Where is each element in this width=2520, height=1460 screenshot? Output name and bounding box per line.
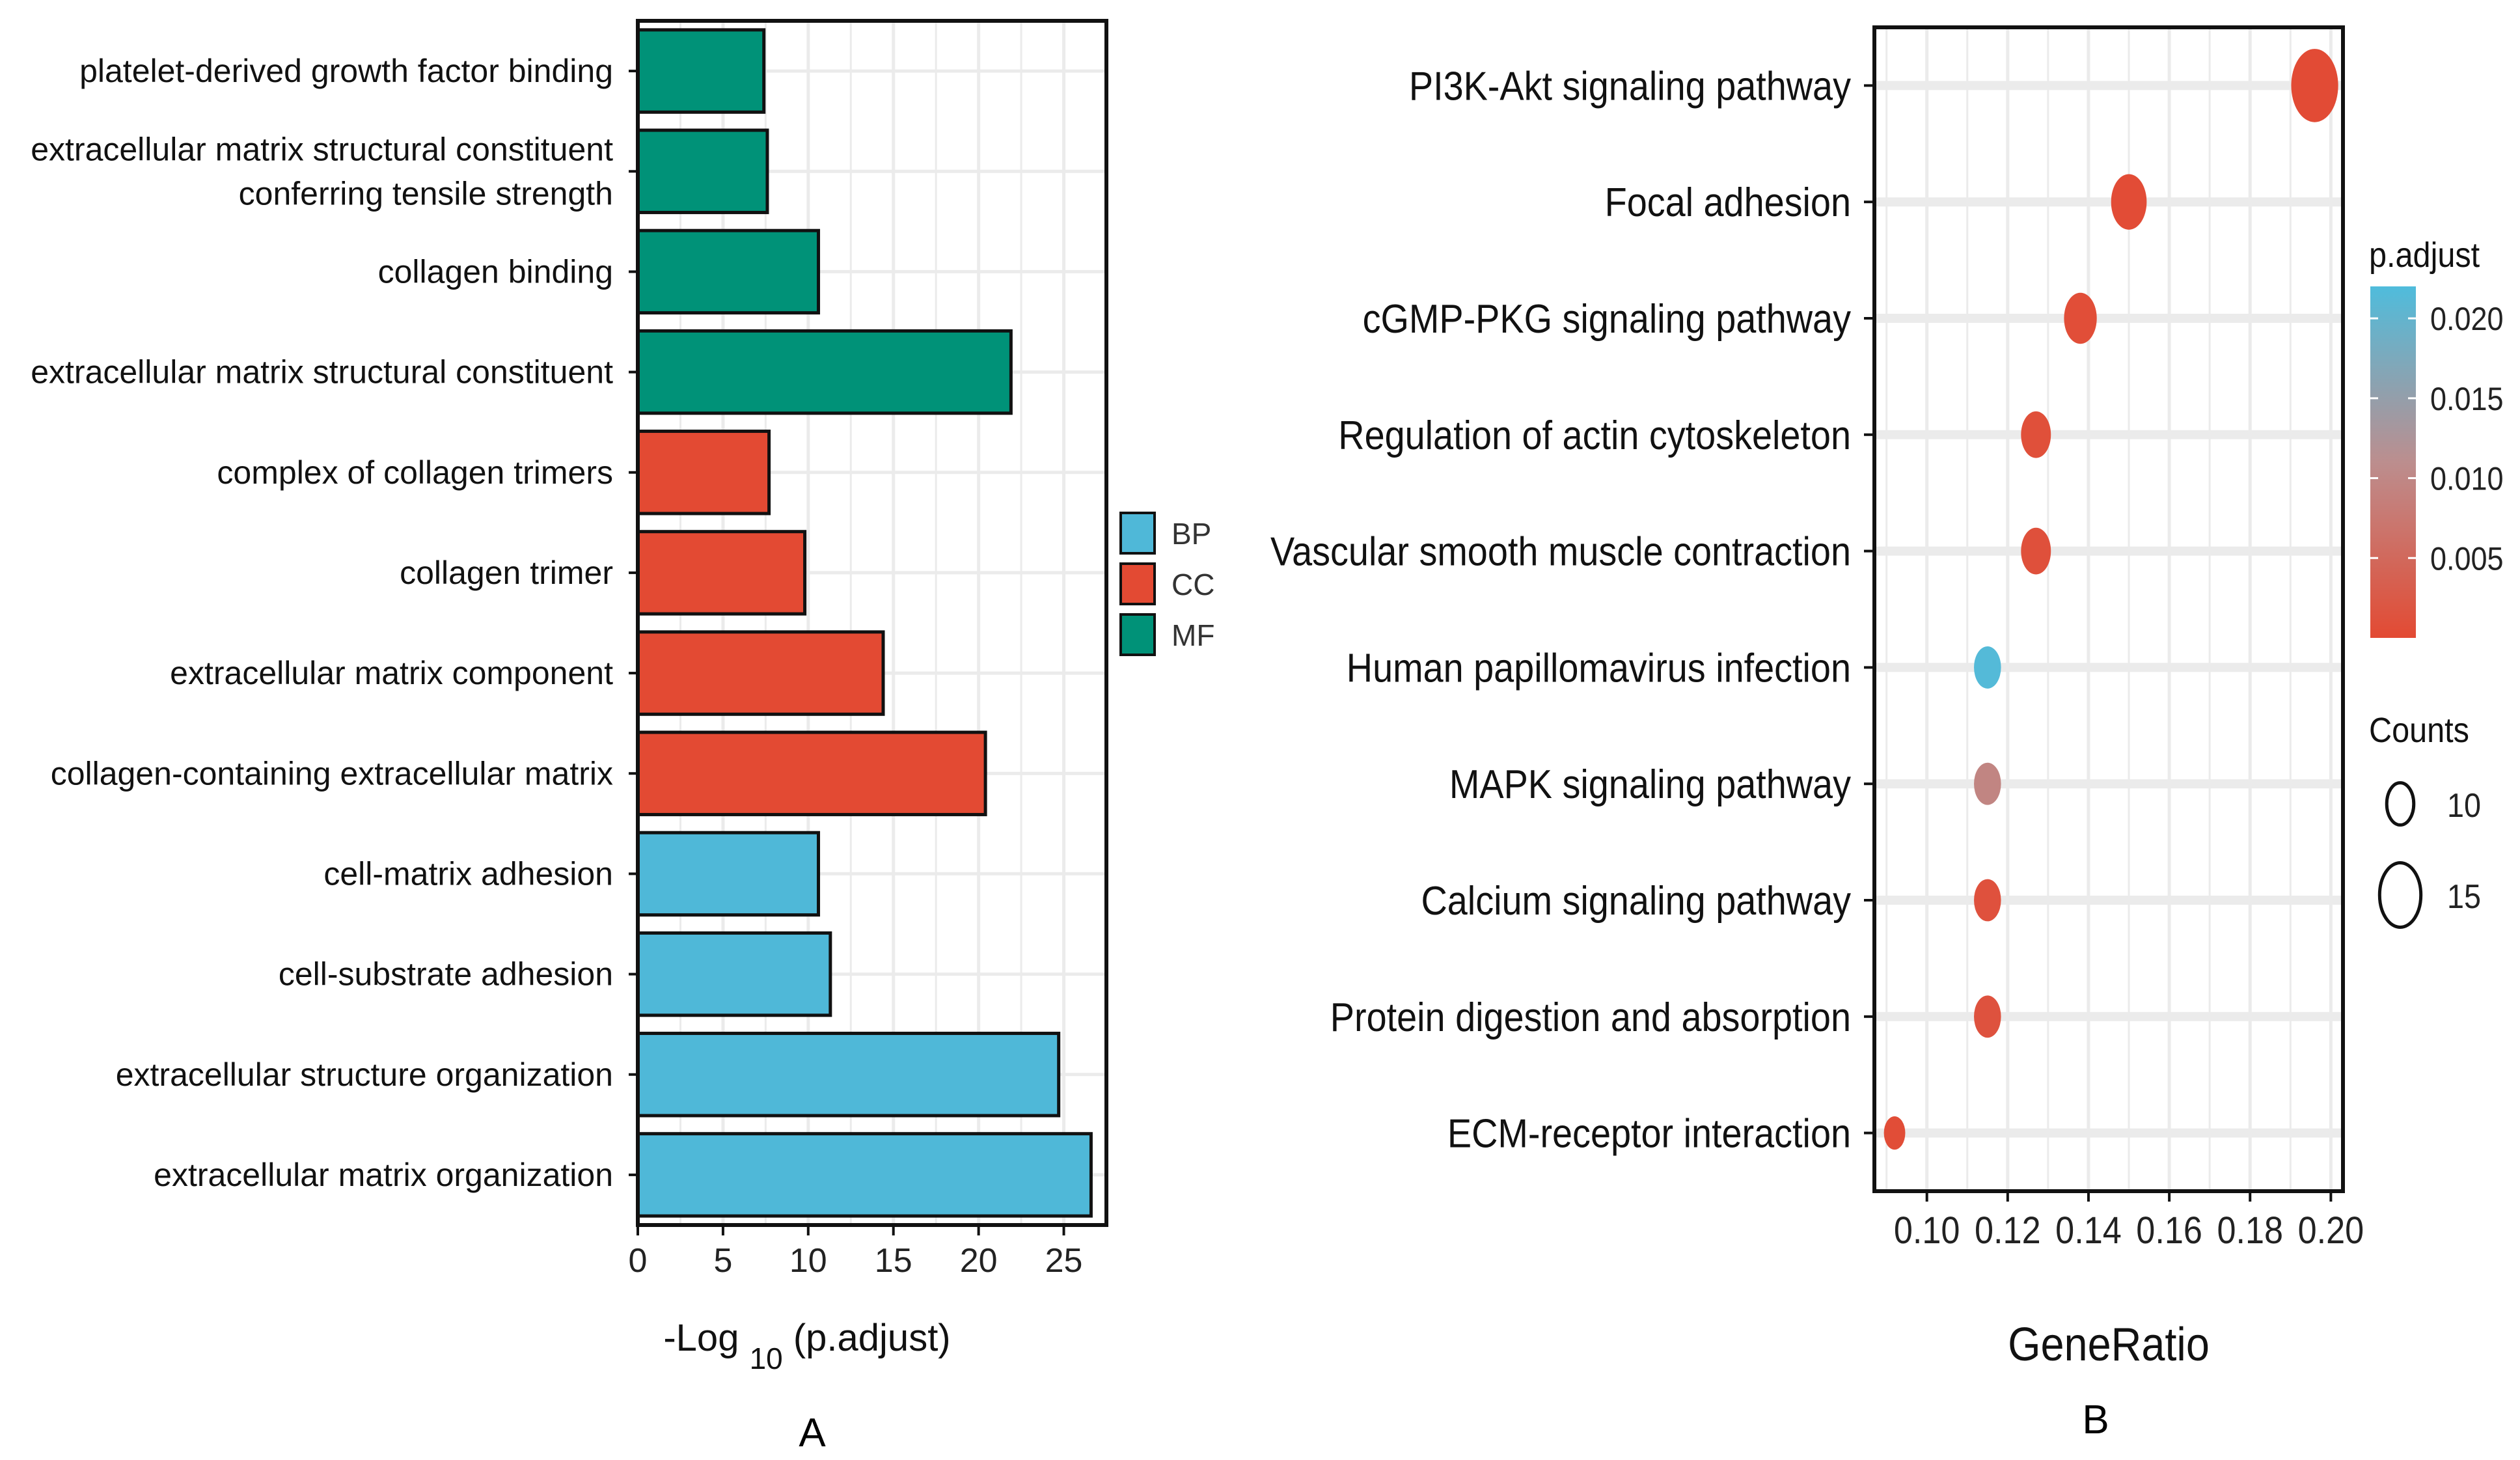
y-tick-label: ECM-receptor interaction — [1447, 1112, 1851, 1156]
y-tick-label: extracellular matrix structural constitu… — [31, 354, 613, 391]
dot-cgmp-pkg-signaling-pathway — [2064, 292, 2097, 344]
panel-a-border — [636, 19, 1108, 1227]
y-tick-label: Calcium signaling pathway — [1421, 879, 1852, 923]
x-axis-title: GeneRatio — [2008, 1318, 2210, 1371]
legend-swatch-bp — [1119, 512, 1156, 555]
panel-b-dot-plot: PI3K-Akt signaling pathway Focal adhesion… — [1270, 25, 2504, 1371]
x-tick-label: 0.16 — [2136, 1209, 2202, 1251]
y-tick-label: cell-matrix adhesion — [323, 855, 613, 892]
x-tick-label: 0.14 — [2055, 1209, 2122, 1251]
color-legend-bar — [2370, 286, 2416, 638]
size-legend: Counts 10 15 — [2369, 710, 2481, 929]
dot-focal-adhesion — [2111, 174, 2147, 230]
y-tick-label: extracellular structure organization — [116, 1056, 613, 1093]
y-tick-label: cell-substrate adhesion — [279, 956, 613, 993]
y-tick-label: extracellular matrix structural constitu… — [31, 131, 613, 212]
x-tick-label: 0.20 — [2298, 1209, 2364, 1251]
x-tick-label: 25 — [1045, 1242, 1083, 1280]
dot-regulation-of-actin-cytoskeleton — [2021, 411, 2051, 458]
legend-label: MF — [1171, 618, 1214, 652]
dot-mapk-signaling-pathway — [1974, 762, 2001, 805]
dot-vascular-smooth-muscle-contraction — [2021, 527, 2051, 575]
x-axis-title: -Log 10 (p.adjust) — [663, 1317, 950, 1375]
y-tick-label: complex of collagen trimers — [217, 454, 613, 491]
bar-extracellular-matrix-organization — [636, 1132, 1093, 1218]
size-legend-circle — [2385, 781, 2416, 827]
x-tick-label: 15 — [875, 1242, 912, 1280]
panel-a-label: A — [799, 1411, 826, 1455]
panel-b-border — [1872, 25, 2345, 1193]
x-tick-label: 10 — [789, 1242, 827, 1280]
bar-extracellular-matrix-component — [636, 630, 885, 716]
bar-extracellular-matrix-structural-constituent — [636, 329, 1013, 415]
y-tick-label: Focal adhesion — [1605, 181, 1851, 225]
y-tick-label: extracellular matrix organization — [154, 1157, 613, 1193]
y-tick-label: Vascular smooth muscle contraction — [1270, 530, 1851, 574]
y-tick-label: collagen-containing extracellular matrix — [51, 755, 613, 792]
dot-ecm-receptor-interaction — [1883, 1116, 1906, 1150]
bar-collagen-binding — [636, 228, 821, 315]
x-tick-label: 0 — [629, 1242, 648, 1280]
y-tick-label: Regulation of actin cytoskeleton — [1338, 413, 1851, 458]
dot-human-papillomavirus-infection — [1974, 646, 2001, 689]
panel-a-bar-chart: platelet-derived growth factor binding ex… — [31, 19, 1214, 1375]
x-tick-label: 0.12 — [1975, 1209, 2041, 1251]
dot-pi3k-akt-signaling-pathway — [2291, 49, 2338, 122]
y-tick-label: Human papillomavirus infection — [1347, 646, 1851, 691]
y-tick-label: MAPK signaling pathway — [1449, 763, 1852, 807]
bar-cell-matrix-adhesion — [636, 831, 821, 917]
y-tick-label: extracellular matrix component — [170, 655, 613, 691]
x-tick-label: 0.10 — [1894, 1209, 1960, 1251]
color-legend-label: 0.010 — [2430, 461, 2504, 497]
dot-protein-digestion-and-absorption — [1974, 995, 2001, 1038]
bar-collagen-containing-extracellular-matrix — [636, 730, 987, 816]
dot-calcium-signaling-pathway — [1974, 879, 2001, 922]
y-tick-label: platelet-derived growth factor binding — [79, 53, 613, 89]
color-legend-label: 0.015 — [2430, 381, 2504, 418]
x-tick-label: 20 — [960, 1242, 998, 1280]
x-tick-label: 5 — [713, 1242, 732, 1280]
legend: BP CC MF — [1119, 512, 1214, 656]
bar-cell-substrate-adhesion — [636, 931, 832, 1017]
panel-b-label: B — [2082, 1398, 2109, 1442]
bar-complex-of-collagen-trimers — [636, 430, 771, 516]
size-legend-circle — [2377, 861, 2423, 929]
legend-label: BP — [1171, 517, 1211, 551]
legend-swatch-cc — [1119, 562, 1156, 605]
size-legend-title: Counts — [2369, 710, 2469, 750]
legend-swatch-mf — [1119, 613, 1156, 656]
color-legend-label: 0.020 — [2430, 301, 2504, 338]
legend-label: CC — [1171, 568, 1214, 601]
size-legend-label: 10 — [2447, 787, 2481, 825]
x-tick-label: 0.18 — [2217, 1209, 2283, 1251]
y-tick-label: collagen binding — [378, 253, 613, 290]
size-legend-label: 15 — [2447, 878, 2481, 916]
y-tick-label: collagen trimer — [400, 555, 613, 591]
y-tick-label: cGMP-PKG signaling pathway — [1363, 297, 1852, 341]
color-legend-title: p.adjust — [2369, 235, 2480, 275]
color-legend: p.adjust 0.020 0.015 0.010 0.005 — [2369, 235, 2504, 638]
y-tick-label: Protein digestion and absorption — [1330, 995, 1851, 1040]
y-tick-label: PI3K-Akt signaling pathway — [1409, 64, 1852, 109]
bar-collagen-trimer — [636, 530, 807, 616]
color-legend-label: 0.005 — [2430, 541, 2504, 577]
bar-extracellular-structure-organization — [636, 1032, 1061, 1118]
bar-platelet-derived-growth-factor-binding — [636, 28, 766, 114]
bar-extracellular-matrix-structural-constituent-conferring-tensile-strength — [636, 128, 769, 214]
